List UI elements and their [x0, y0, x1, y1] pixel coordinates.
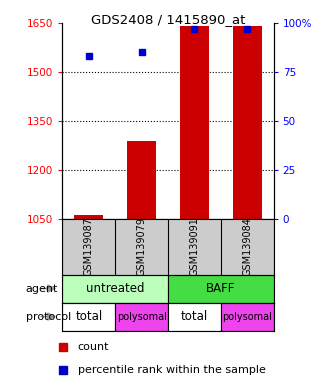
Text: protocol: protocol: [26, 311, 71, 322]
Text: polysomal: polysomal: [222, 311, 272, 322]
Bar: [168, 303, 221, 331]
Text: total: total: [75, 310, 102, 323]
Text: polysomal: polysomal: [117, 311, 166, 322]
Bar: [74, 215, 103, 219]
Text: BAFF: BAFF: [206, 282, 236, 295]
Text: GSM139091: GSM139091: [189, 217, 199, 276]
Text: GSM139084: GSM139084: [242, 217, 252, 276]
Bar: [233, 26, 262, 219]
Text: GSM139079: GSM139079: [137, 217, 147, 276]
Text: untreated: untreated: [86, 282, 144, 295]
Text: agent: agent: [26, 283, 58, 294]
Bar: [127, 141, 156, 219]
Text: GSM139087: GSM139087: [84, 217, 94, 276]
Bar: [62, 303, 115, 331]
Text: count: count: [78, 341, 109, 351]
Text: total: total: [181, 310, 208, 323]
Bar: [221, 303, 274, 331]
Text: GDS2408 / 1415890_at: GDS2408 / 1415890_at: [91, 13, 245, 26]
Text: percentile rank within the sample: percentile rank within the sample: [78, 365, 266, 375]
Bar: [168, 275, 274, 303]
Bar: [62, 275, 168, 303]
Bar: [115, 303, 168, 331]
Bar: [180, 26, 209, 219]
